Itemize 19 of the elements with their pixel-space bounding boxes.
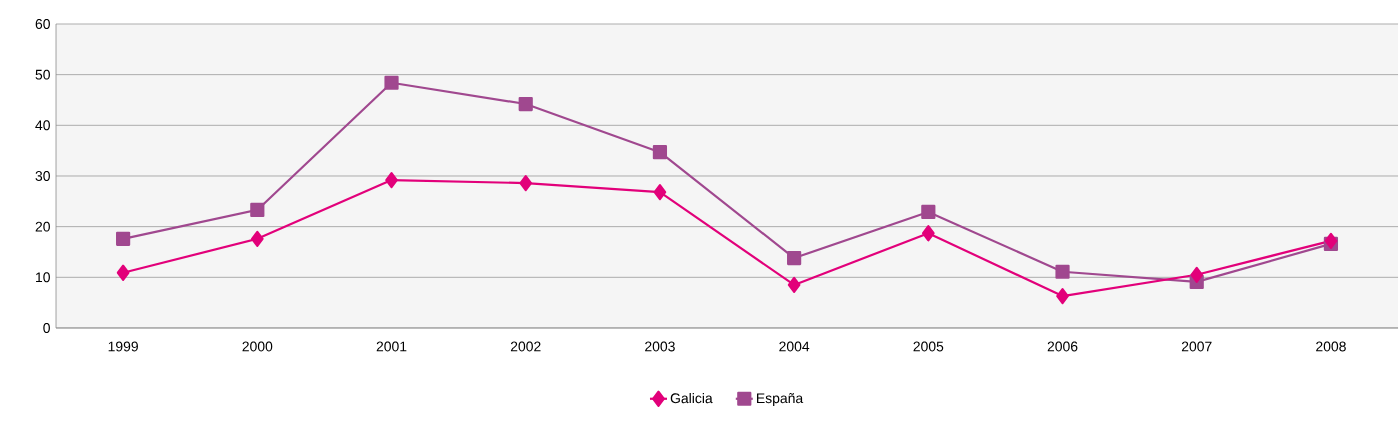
y-tick-label: 20 (35, 221, 50, 232)
legend-label: Galicia (670, 392, 713, 404)
x-tick-label: 2000 (242, 341, 273, 352)
y-tick-label: 30 (35, 171, 50, 181)
x-tick-label: 2002 (510, 341, 541, 352)
x-tick-label: 2001 (376, 341, 407, 352)
x-tick-label: 2006 (1047, 341, 1078, 352)
y-tick-label: 40 (35, 120, 50, 131)
x-tick-label: 2003 (645, 341, 675, 352)
x-tick-label: 1999 (108, 341, 138, 352)
x-tick-label: 2007 (1181, 341, 1212, 352)
y-tick-label: 10 (36, 272, 50, 283)
y-tick-label: 0 (43, 323, 50, 333)
y-tick-label: 60 (35, 19, 50, 29)
x-tick-label: 2005 (913, 341, 944, 352)
legend-label: España (757, 393, 804, 406)
x-tick-label: 2004 (779, 341, 810, 352)
y-tick-label: 50 (35, 69, 50, 80)
x-tick-label: 2008 (1316, 341, 1346, 352)
